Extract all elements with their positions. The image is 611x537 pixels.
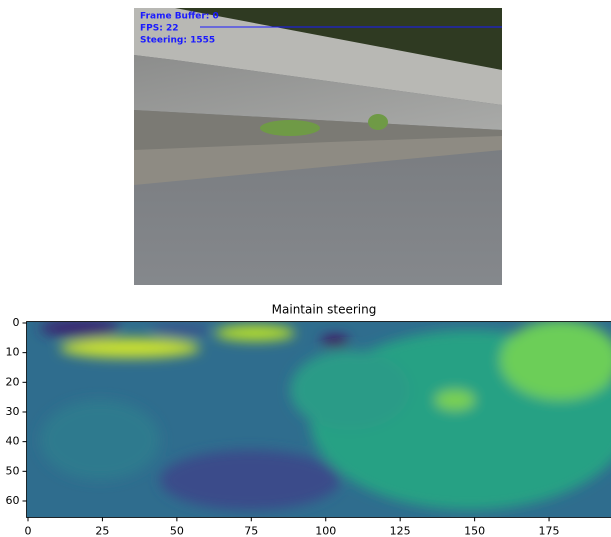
camera-photo bbox=[134, 8, 502, 285]
screen: Frame Buffer: 0 FPS: 22 Steering: 1555 M… bbox=[0, 0, 611, 537]
x-tick-label: 75 bbox=[244, 524, 258, 537]
x-tick-label: 50 bbox=[170, 524, 184, 537]
y-tick-label: 40 bbox=[6, 435, 20, 448]
y-tick-label: 50 bbox=[6, 464, 20, 477]
overlay-text: Steering: 1555 bbox=[140, 36, 215, 46]
x-tick-label: 100 bbox=[315, 524, 336, 537]
x-tick-label: 125 bbox=[390, 524, 411, 537]
y-tick-label: 0 bbox=[13, 316, 20, 329]
overlay-text: Frame Buffer: 0 bbox=[140, 12, 219, 22]
y-tick-label: 30 bbox=[6, 405, 20, 418]
x-tick-label: 0 bbox=[24, 524, 31, 537]
y-tick-label: 60 bbox=[6, 494, 20, 507]
x-tick-label: 25 bbox=[95, 524, 109, 537]
x-tick-label: 150 bbox=[464, 524, 485, 537]
chart-title: Maintain steering bbox=[272, 303, 377, 317]
y-tick-label: 20 bbox=[6, 375, 20, 388]
heatmap-image bbox=[27, 318, 611, 518]
x-tick-label: 175 bbox=[539, 524, 560, 537]
notebook-output: Frame Buffer: 0 FPS: 22 Steering: 1555 M… bbox=[0, 0, 611, 537]
y-tick-label: 10 bbox=[6, 346, 20, 359]
overlay-text: FPS: 22 bbox=[140, 24, 178, 34]
